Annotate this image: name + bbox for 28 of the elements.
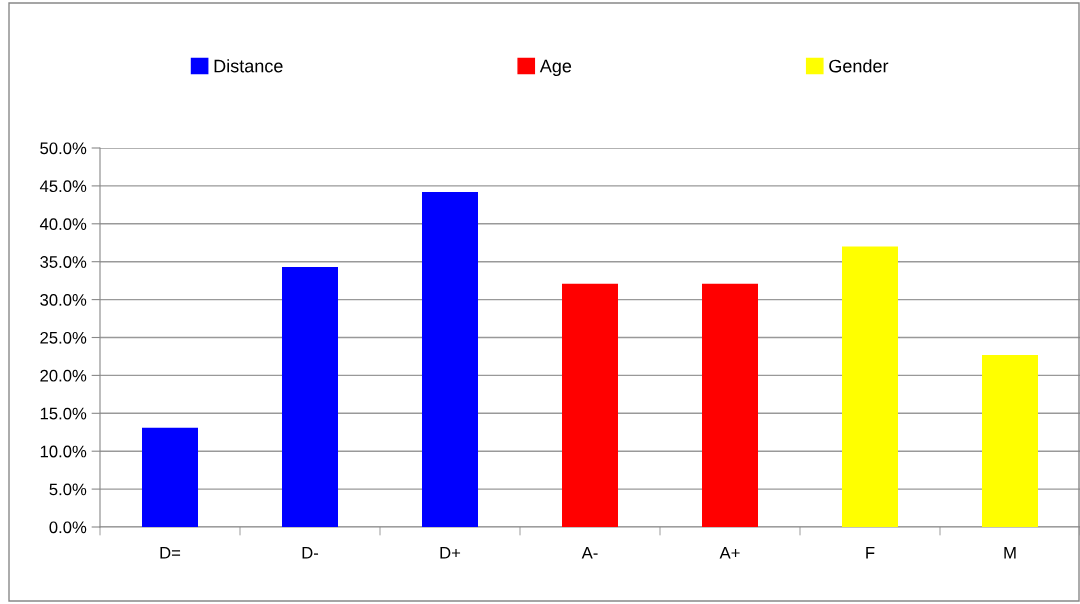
y-tick-label: 20.0% — [40, 369, 87, 382]
x-tick-label: A+ — [719, 547, 740, 559]
y-tick-label: 30.0% — [40, 294, 87, 306]
legend-label: Distance — [214, 59, 283, 73]
x-tick-label: D= — [160, 547, 181, 559]
x-tick-label: D- — [302, 547, 319, 559]
legend-label: Age — [539, 59, 572, 76]
y-tick-label: 25.0% — [40, 331, 87, 344]
bar — [142, 427, 198, 527]
bar — [422, 191, 478, 527]
bar — [562, 283, 618, 527]
y-tick-label: 35.0% — [40, 256, 87, 268]
legend-label: Gender — [829, 59, 889, 73]
bar — [982, 354, 1038, 527]
x-tick-label: A- — [581, 547, 598, 559]
x-tick-label: D+ — [440, 547, 461, 559]
y-tick-label: 45.0% — [39, 180, 87, 193]
bar — [282, 267, 338, 527]
x-tick-label: F — [866, 547, 875, 559]
y-tick-label: 0.0% — [49, 521, 87, 534]
y-tick-label: 5.0% — [49, 483, 87, 496]
bar — [702, 283, 758, 527]
y-tick-label: 50.0% — [40, 142, 87, 155]
y-tick-label: 40.0% — [39, 218, 87, 230]
y-tick-label: 15.0% — [40, 407, 87, 420]
bar — [842, 246, 898, 527]
y-tick-label: 10.0% — [40, 445, 87, 458]
x-tick-label: M — [1004, 547, 1016, 559]
